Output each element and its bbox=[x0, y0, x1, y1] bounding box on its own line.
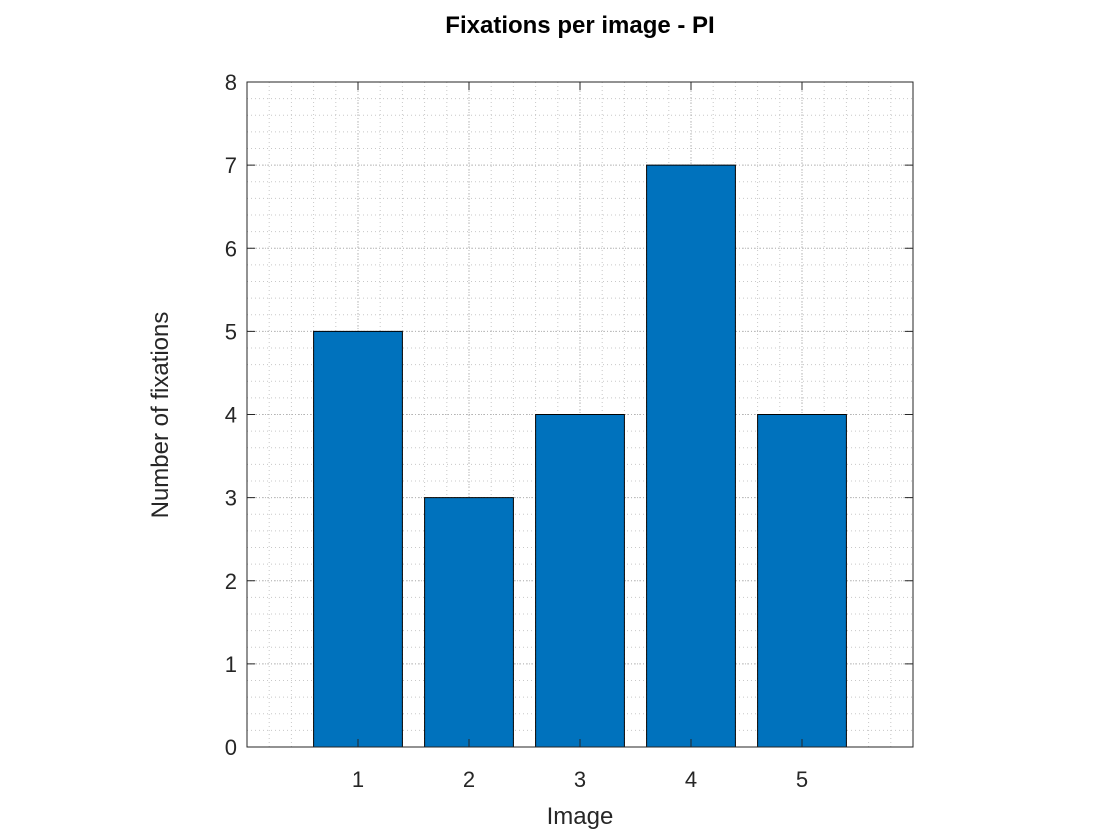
bars bbox=[313, 164, 847, 748]
bar-4 bbox=[646, 164, 736, 748]
x-tick-label: 1 bbox=[352, 767, 364, 792]
y-tick-labels: 0 1 2 3 4 5 6 7 8 bbox=[225, 70, 237, 760]
y-tick-label: 4 bbox=[225, 403, 237, 428]
y-tick-label: 2 bbox=[225, 569, 237, 594]
axis-ticks bbox=[247, 81, 913, 748]
x-axis-label: Image bbox=[547, 803, 614, 830]
y-tick-label: 3 bbox=[225, 486, 237, 511]
bar-2 bbox=[424, 497, 514, 748]
bar-5 bbox=[757, 414, 847, 748]
x-tick-labels: 1 2 3 4 5 bbox=[352, 767, 808, 792]
bar-3 bbox=[535, 414, 625, 748]
y-axis-label: Number of fixations bbox=[147, 312, 174, 519]
x-tick-label: 2 bbox=[463, 767, 475, 792]
y-tick-label: 7 bbox=[225, 153, 237, 178]
x-tick-label: 5 bbox=[796, 767, 808, 792]
y-tick-label: 8 bbox=[225, 70, 237, 95]
y-tick-label: 5 bbox=[225, 319, 237, 344]
chart-title: Fixations per image - PI bbox=[445, 12, 714, 39]
y-tick-label: 0 bbox=[225, 735, 237, 760]
y-tick-label: 1 bbox=[225, 652, 237, 677]
y-tick-label: 6 bbox=[225, 236, 237, 261]
x-tick-label: 4 bbox=[685, 767, 697, 792]
bar-1 bbox=[313, 330, 403, 748]
x-tick-label: 3 bbox=[574, 767, 586, 792]
